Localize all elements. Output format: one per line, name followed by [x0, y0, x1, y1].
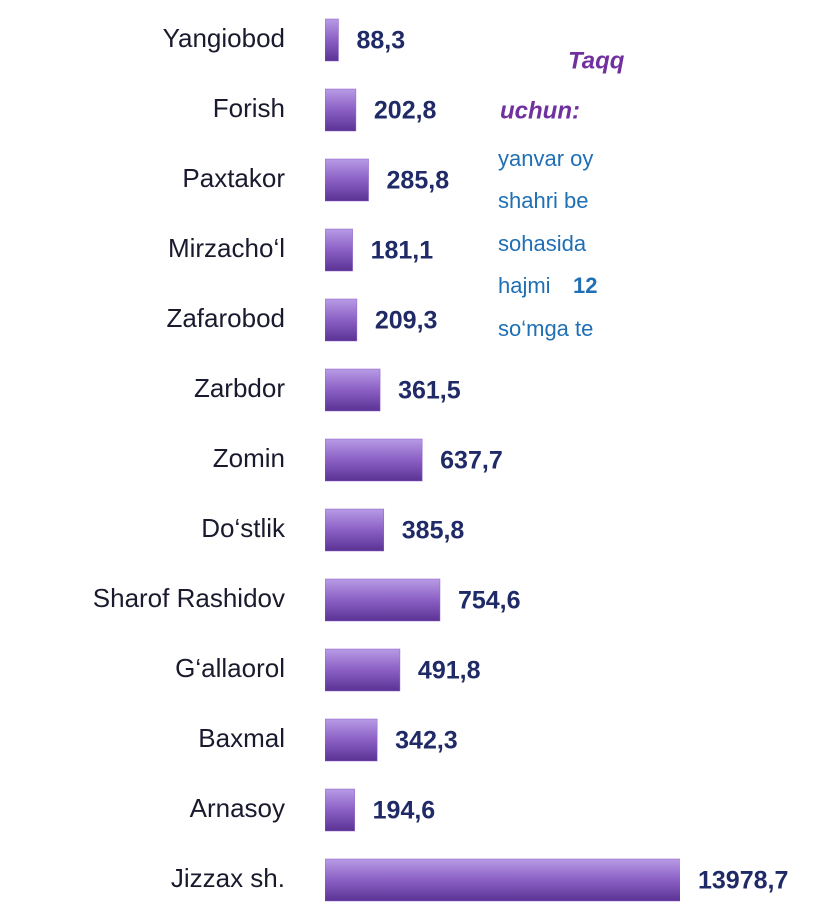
value-label: 637,7: [440, 447, 503, 475]
category-label: Zarbdor: [194, 373, 285, 403]
category-label: Forish: [213, 93, 285, 123]
side-title: Taqq: [568, 47, 625, 74]
category-label: G‘allaorol: [175, 653, 285, 683]
value-label: 202,8: [374, 97, 437, 125]
value-label: 88,3: [356, 27, 405, 55]
category-label: Zomin: [213, 443, 285, 473]
value-label: 194,6: [373, 797, 436, 825]
value-label: 209,3: [375, 307, 438, 335]
value-label: 491,8: [418, 657, 481, 685]
category-label: Mirzacho‘l: [168, 233, 285, 263]
bar: [325, 88, 357, 132]
category-label: Baxmal: [198, 723, 285, 753]
value-label: 285,8: [387, 167, 450, 195]
bar: [325, 298, 358, 342]
side-line: so‘mga te: [498, 316, 593, 341]
value-label: 13978,7: [698, 867, 788, 895]
value-label: 385,8: [402, 517, 465, 545]
bar: [325, 718, 378, 762]
bars: [325, 18, 680, 902]
side-line: shahri be: [498, 188, 589, 213]
category-label: Do‘stlik: [201, 513, 286, 543]
bar: [325, 858, 680, 902]
category-label: Arnasoy: [190, 793, 285, 823]
bar: [325, 578, 441, 622]
side-line: 12: [573, 273, 597, 298]
value-label: 181,1: [371, 237, 434, 265]
side-line: hajmi: [498, 273, 551, 298]
category-label: Paxtakor: [182, 163, 285, 193]
side-line: yanvar oy: [498, 146, 593, 171]
value-label: 361,5: [398, 377, 461, 405]
bar: [325, 648, 401, 692]
value-label: 342,3: [395, 727, 458, 755]
bar: [325, 158, 369, 202]
bar: [325, 368, 381, 412]
category-label: Jizzax sh.: [171, 863, 285, 893]
bar: [325, 228, 353, 272]
bar: [325, 18, 339, 62]
bar: [325, 438, 423, 482]
side-line: sohasida: [498, 231, 587, 256]
bar: [325, 508, 385, 552]
value-label: 754,6: [458, 587, 521, 615]
category-label: Zafarobod: [166, 303, 285, 333]
side-title: uchun:: [500, 97, 580, 124]
category-label: Sharof Rashidov: [93, 583, 285, 613]
bar: [325, 788, 355, 832]
category-label: Yangiobod: [163, 23, 285, 53]
side-text: Taqq uchun: yanvar oy shahri be sohasida…: [498, 47, 625, 340]
